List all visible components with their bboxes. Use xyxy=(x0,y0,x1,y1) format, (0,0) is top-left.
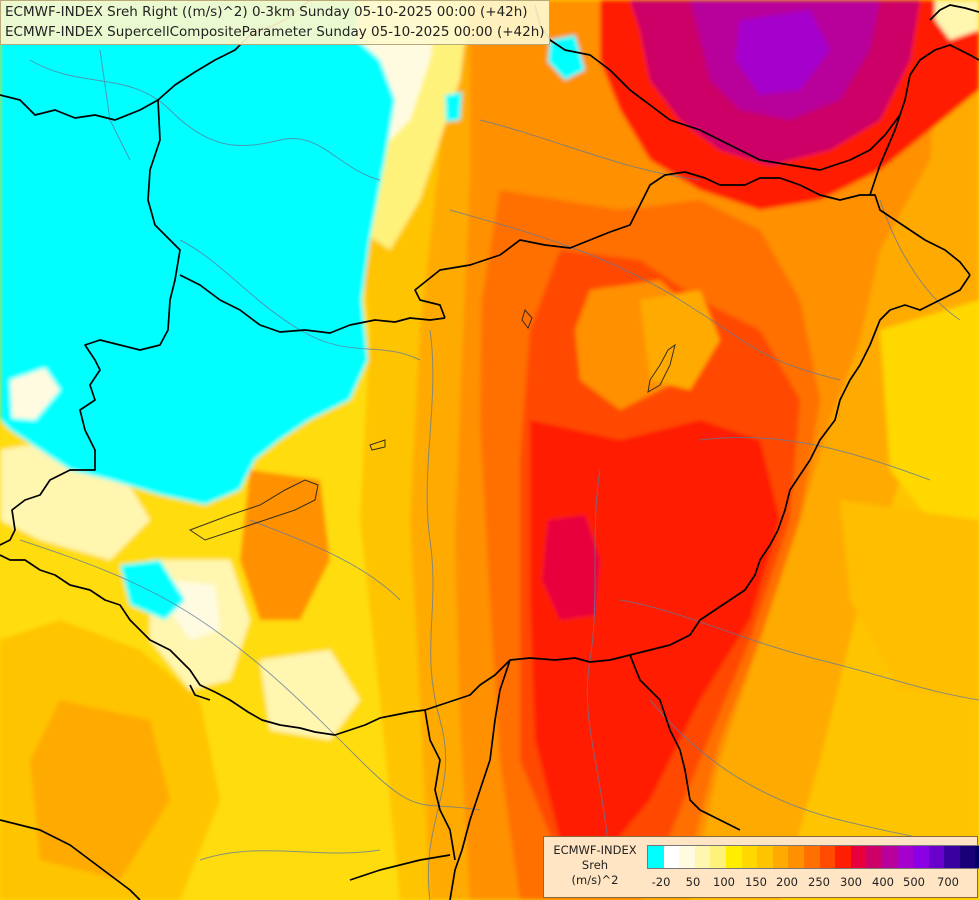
legend-tick-label: 500 xyxy=(903,875,925,889)
region-outlines xyxy=(188,308,676,541)
legend-swatch xyxy=(928,846,945,868)
legend-variable: Sreh xyxy=(581,858,609,872)
legend-tick-label: -20 xyxy=(651,875,671,889)
legend-title: ECMWF-INDEX Sreh (m/s)^2 xyxy=(548,843,642,888)
legend-swatch xyxy=(648,846,664,868)
legend-swatch xyxy=(710,846,726,868)
legend-tick-label: 700 xyxy=(937,875,959,889)
legend-swatch xyxy=(757,846,773,868)
legend-tick-label: 400 xyxy=(872,875,894,889)
legend-swatch xyxy=(772,846,789,868)
map-title-box: ECMWF-INDEX Sreh Right ((m/s)^2) 0-3km S… xyxy=(0,0,550,45)
legend-swatch xyxy=(803,846,820,868)
legend-color-scale xyxy=(647,845,979,869)
legend-swatch xyxy=(679,846,695,868)
legend-tick-label: 300 xyxy=(840,875,862,889)
legend-swatch xyxy=(788,846,804,868)
legend-swatch xyxy=(850,846,867,868)
legend-swatch xyxy=(835,846,851,868)
legend-tick-label: 100 xyxy=(713,875,735,889)
legend-swatch xyxy=(694,846,711,868)
legend-tick-label: 250 xyxy=(808,875,830,889)
legend-swatch xyxy=(913,846,929,868)
legend-tick-label: 150 xyxy=(745,875,767,889)
legend-swatch xyxy=(975,846,979,868)
legend-swatch xyxy=(944,846,960,868)
legend-source: ECMWF-INDEX xyxy=(553,843,637,857)
legend-swatch xyxy=(897,846,914,868)
title-line-sreh: ECMWF-INDEX Sreh Right ((m/s)^2) 0-3km S… xyxy=(5,4,528,20)
legend-unit: (m/s)^2 xyxy=(571,873,619,887)
legend-swatch xyxy=(881,846,898,868)
legend-tick-label: 50 xyxy=(685,875,701,889)
legend-ticks: -20 50 100 150 200 250 300 400 500 700 xyxy=(647,875,977,889)
legend-swatch xyxy=(741,846,758,868)
legend-swatch xyxy=(959,846,976,868)
legend-swatch xyxy=(866,846,882,868)
legend-tick-label: 200 xyxy=(776,875,798,889)
title-line-scp: ECMWF-INDEX SupercellCompositeParameter … xyxy=(5,24,545,40)
colorbar-legend: ECMWF-INDEX Sreh (m/s)^2 -20 50 100 150 200 2… xyxy=(543,836,979,898)
legend-swatch xyxy=(819,846,836,868)
legend-swatch xyxy=(663,846,680,868)
legend-swatch xyxy=(725,846,742,868)
